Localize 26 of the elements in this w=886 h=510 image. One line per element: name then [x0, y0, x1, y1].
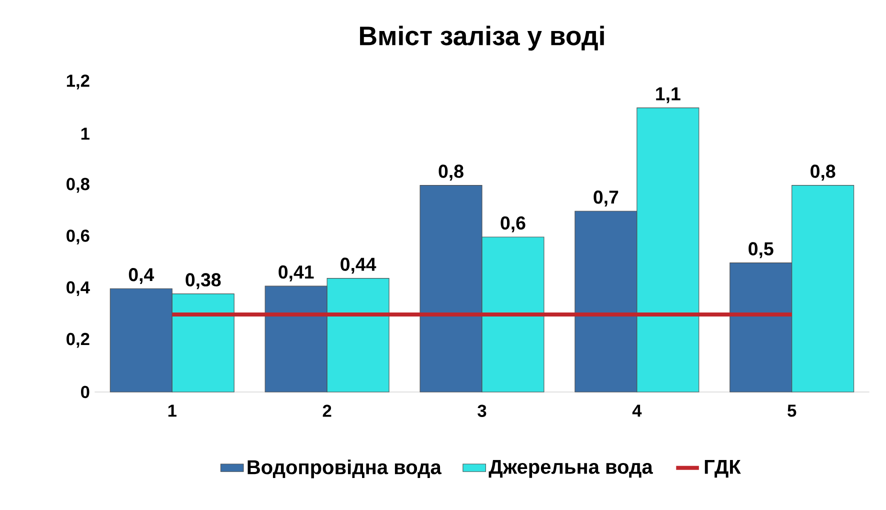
data-label: 0,41 [278, 265, 314, 282]
data-label: 0,44 [340, 258, 376, 274]
legend-label: Водопровідна вода [248, 460, 442, 478]
chart-title: Вміст заліза у воді [360, 26, 604, 51]
x-tick-label: 1 [168, 404, 176, 417]
data-label: 0,5 [748, 242, 774, 258]
x-tick-label: 5 [788, 404, 796, 417]
y-tick-label: 1 [81, 128, 90, 140]
legend-label: ГДК [704, 460, 741, 478]
x-tick-label: 3 [478, 404, 486, 417]
x-tick-label: 4 [632, 404, 642, 417]
data-label: 0,7 [594, 190, 618, 206]
data-label: 0,8 [810, 164, 836, 181]
x-tick-label: 2 [322, 404, 332, 417]
data-label: 0,38 [186, 273, 221, 290]
y-tick-label: 0,2 [66, 332, 90, 348]
data-label: 1,1 [656, 87, 680, 104]
data-label: 0,4 [128, 268, 154, 284]
y-tick-label: 0,6 [66, 230, 90, 244]
y-tick-label: 0,4 [66, 281, 90, 296]
y-tick-label: 1,2 [66, 74, 90, 90]
data-label: 0,8 [438, 164, 464, 181]
y-tick-label: 0,8 [66, 178, 90, 193]
legend-label: Джерельна вода [488, 460, 653, 478]
data-label: 0,6 [500, 216, 526, 232]
y-tick-label: 0 [81, 386, 90, 398]
